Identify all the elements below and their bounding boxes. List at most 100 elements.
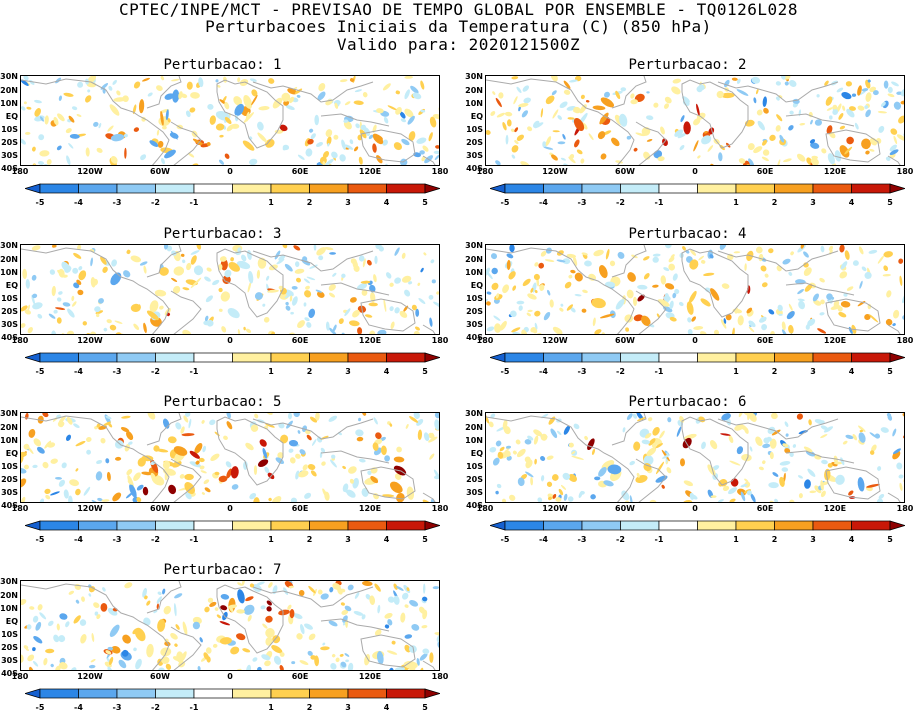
coastline — [146, 413, 182, 446]
longitude-label: 60E — [291, 672, 309, 681]
longitude-label: 60E — [291, 167, 309, 176]
coastline — [170, 121, 202, 165]
longitude-label: 120W — [542, 504, 568, 513]
panel-perturbation-2: Perturbacao: 2 30N 20N 10N EQ 10S 20S 30S 40S 180… — [465, 58, 913, 216]
panel-perturbation-7: Perturbacao: 7 30N 20N 10N EQ 10S 20S 30S 40S 180… — [0, 563, 448, 721]
colorbar-segment — [39, 352, 79, 363]
coastline — [216, 416, 284, 486]
coastline — [681, 248, 749, 318]
coastline — [611, 245, 647, 278]
longitude-label: 120W — [542, 167, 568, 176]
colorbar-segment — [116, 688, 156, 699]
latitude-label: 30S — [1, 656, 18, 665]
latitude-label: 30S — [466, 488, 483, 497]
coastline — [681, 416, 749, 486]
map-frame — [485, 75, 905, 166]
longitude-label: 60W — [150, 504, 170, 513]
longitude-label: 120W — [77, 336, 103, 345]
coastline — [887, 324, 901, 334]
colorbar-tick-label: 4 — [849, 367, 855, 376]
latitude-label: 20N — [465, 85, 483, 95]
colorbar-tick-label: -1 — [190, 198, 199, 207]
colorbar: -5 -4 -3 -2 -1 1 2 3 4 5 — [488, 352, 907, 376]
longitude-label: 120E — [823, 504, 847, 513]
coastline — [360, 129, 416, 163]
colorbar-tick-label: 1 — [733, 367, 739, 376]
colorbar-tick-label: -2 — [151, 535, 160, 544]
colorbar-tick-label: 2 — [307, 198, 313, 207]
colorbar-over-arrow — [889, 352, 907, 363]
colorbar-segment — [78, 352, 118, 363]
longitude-label: 120E — [823, 167, 847, 176]
longitude-label: 120E — [358, 167, 382, 176]
longitude-label: 120W — [77, 504, 103, 513]
colorbar-tick-label: -3 — [578, 198, 587, 207]
colorbar-under-arrow — [488, 520, 506, 531]
colorbar-segment — [658, 520, 698, 531]
latitude-label: EQ — [470, 448, 483, 458]
latitude-label: 20N — [0, 422, 18, 432]
colorbar-over-arrow — [424, 183, 442, 194]
colorbar-segment — [386, 352, 426, 363]
colorbar-segment — [851, 352, 891, 363]
colorbar-segment — [309, 520, 349, 531]
latitude-label: 40S — [466, 333, 483, 342]
colorbar-segment — [697, 352, 737, 363]
colorbar-tick-label: 5 — [887, 367, 893, 376]
colorbar-tick-label: -5 — [501, 198, 510, 207]
colorbar-segment — [116, 352, 156, 363]
map-frame — [485, 244, 905, 335]
colorbar-tick-label: -2 — [151, 703, 160, 712]
colorbar-segment — [581, 520, 621, 531]
colorbar-tick-label: -5 — [501, 367, 510, 376]
colorbar-tick-label: -1 — [190, 703, 199, 712]
coastline — [887, 492, 901, 502]
colorbar-segment — [193, 183, 233, 194]
colorbar-over-arrow — [889, 520, 907, 531]
latitude-label: 20S — [1, 475, 18, 484]
colorbar-tick-label: 1 — [733, 198, 739, 207]
latitude-label: 30S — [1, 151, 18, 160]
coastline — [486, 247, 635, 334]
latitude-label: 30N — [465, 241, 483, 250]
colorbar-tick-label: 1 — [268, 198, 274, 207]
coastline — [21, 583, 170, 670]
colorbar-segment — [620, 352, 660, 363]
colorbar-tick-label: 4 — [384, 535, 390, 544]
longitude-label: 180 — [896, 336, 914, 345]
latitude-label: 20N — [0, 254, 18, 264]
longitude-label: 180 — [476, 504, 494, 513]
colorbar-segment — [581, 183, 621, 194]
colorbar-segment — [309, 688, 349, 699]
longitude-label: 0 — [227, 167, 233, 176]
longitude-label: 120E — [358, 504, 382, 513]
colorbar-tick-label: 2 — [307, 535, 313, 544]
latitude-label: 40S — [1, 669, 18, 678]
colorbar-over-arrow — [424, 520, 442, 531]
colorbar-segment — [620, 183, 660, 194]
latitude-label: 10S — [1, 461, 18, 471]
longitude-label: 120E — [823, 336, 847, 345]
colorbar-tick-label: -4 — [539, 535, 548, 544]
longitude-label: 60W — [150, 167, 170, 176]
coastline — [486, 415, 635, 502]
colorbar-segment — [39, 183, 79, 194]
colorbar-tick-label: 3 — [810, 535, 816, 544]
colorbar-segment — [309, 183, 349, 194]
colorbar-tick-label: 4 — [384, 703, 390, 712]
colorbar-segment — [270, 688, 310, 699]
coastline — [611, 76, 647, 109]
longitude-label: 180 — [11, 504, 29, 513]
colorbar-segment — [812, 183, 852, 194]
colorbar-tick-label: 2 — [772, 367, 778, 376]
longitude-label: 0 — [692, 167, 698, 176]
coastline — [422, 324, 436, 334]
colorbar-tick-label: -4 — [74, 703, 83, 712]
colorbar-segment — [232, 183, 272, 194]
latitude-label: 20N — [0, 590, 18, 600]
longitude-label: 60W — [150, 672, 170, 681]
colorbar-tick-label: -2 — [616, 367, 625, 376]
longitude-label: 60W — [150, 336, 170, 345]
latitude-label: EQ — [5, 280, 18, 290]
latitude-label: 10S — [466, 293, 483, 303]
